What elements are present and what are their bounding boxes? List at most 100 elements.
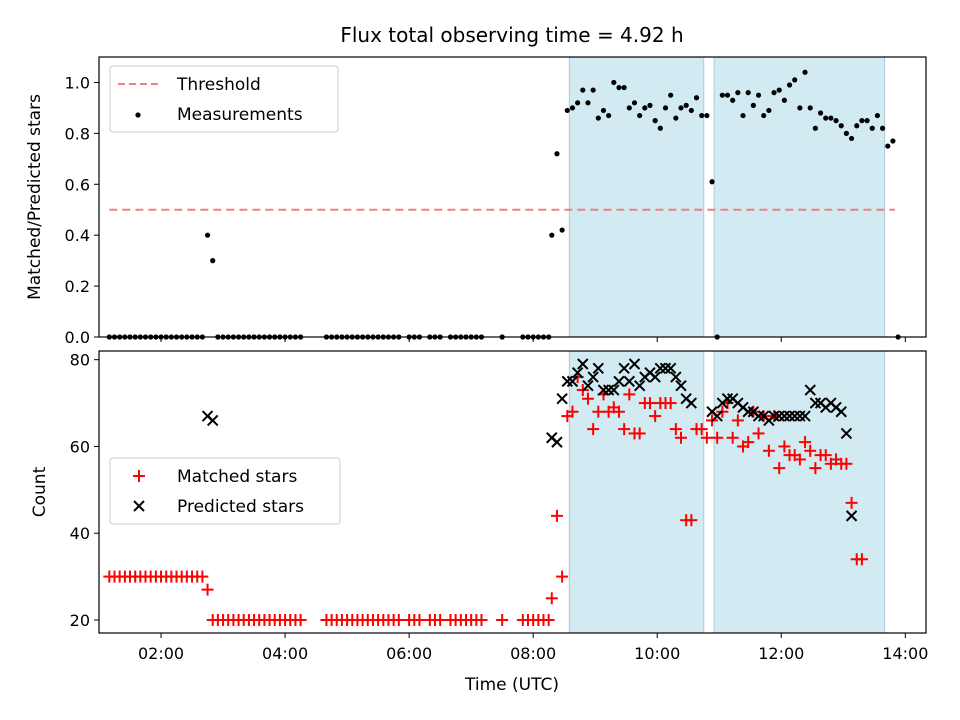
measurement-point	[621, 84, 627, 91]
measurement-point	[755, 92, 762, 98]
bottom-ytick-label: 60	[70, 437, 90, 456]
matched-star-point	[612, 405, 625, 418]
legend-predicted-swatch	[133, 500, 145, 512]
measurement-point	[781, 97, 787, 103]
predicted-star-point	[659, 362, 672, 375]
measurement-point	[750, 102, 756, 108]
measurement-point	[843, 130, 850, 136]
predicted-star-point	[628, 358, 641, 370]
predicted-star-point	[773, 410, 785, 422]
matched-star-point	[294, 613, 307, 626]
predicted-star-point	[789, 410, 801, 422]
predicted-star-point	[618, 362, 630, 375]
measurement-point	[854, 123, 860, 129]
measurement-point	[704, 112, 710, 119]
matched-star-point	[664, 397, 677, 410]
matched-star-point	[392, 613, 405, 626]
matched-star-point	[196, 570, 209, 583]
measurement-point	[600, 107, 607, 114]
matched-star-point	[840, 457, 853, 470]
x-tick-label: 10:00	[634, 644, 680, 663]
top-panel: 0.0 0.2 0.4 0.6 0.8 1.0 Matched/Predicted sta…	[25, 56, 927, 347]
measurement-point	[210, 258, 216, 264]
bottom-y-axis-label: Count	[30, 466, 50, 517]
measurement-point	[740, 112, 746, 119]
top-legend: Threshold Measurements	[109, 65, 339, 133]
top-ytick-label: 0.0	[65, 328, 90, 347]
top-ytick-label: 0.2	[65, 277, 90, 296]
predicted-star-point	[840, 427, 853, 440]
measurement-point	[874, 112, 881, 119]
measurement-point	[838, 123, 844, 129]
x-axis-label: Time (UTC)	[464, 675, 559, 695]
x-tick-label: 02:00	[138, 644, 184, 663]
x-tick-label: 14:00	[882, 644, 928, 663]
matched-star-point	[413, 613, 426, 626]
matched-star-point	[773, 462, 786, 475]
bottom-panel: 20 40 60 80 02:00 04:00 06:00 08:00 10:00 12:00 1…	[30, 350, 928, 695]
measurement-point	[786, 82, 793, 88]
predicted-star-point	[809, 397, 822, 409]
measurement-point	[678, 105, 684, 111]
predicted-star-point	[845, 510, 858, 522]
measurement-point	[823, 115, 829, 121]
predicted-star-point	[752, 410, 765, 422]
predicted-star-point	[582, 380, 594, 392]
legend-measurements-swatch	[135, 112, 141, 118]
measurement-point	[652, 118, 658, 124]
measurement-point	[699, 112, 705, 119]
measurement-point	[833, 118, 839, 124]
predicted-star-point	[783, 410, 796, 422]
bottom-ytick-label: 80	[70, 351, 90, 370]
legend-threshold-label: Threshold	[176, 75, 261, 95]
predicted-star-point	[587, 371, 599, 383]
chart-title: Flux total observing time = 4.92 h	[340, 23, 683, 47]
measurement-point	[642, 105, 648, 111]
matched-star-point	[581, 392, 594, 405]
predicted-star-point	[778, 410, 791, 422]
measurement-point	[879, 125, 886, 131]
matched-star-point	[669, 423, 682, 436]
matched-star-point	[711, 431, 724, 444]
top-ytick-label: 0.8	[65, 124, 90, 143]
x-tick-label: 12:00	[758, 644, 804, 663]
measurement-point	[554, 151, 560, 157]
x-tick-label: 04:00	[262, 644, 308, 663]
measurement-point	[848, 135, 855, 142]
predicted-star-point	[207, 414, 219, 427]
measurement-point	[745, 90, 751, 96]
predicted-star-point	[742, 406, 754, 418]
measurement-point	[735, 90, 741, 96]
predicted-star-point	[664, 362, 677, 375]
predicted-star-point	[804, 384, 816, 396]
matched-star-point	[752, 427, 765, 440]
measurement-point	[569, 105, 576, 111]
measurement-point	[807, 105, 813, 111]
predicted-star-point	[721, 393, 734, 405]
matched-star-point	[799, 436, 812, 449]
predicted-star-point	[670, 371, 682, 383]
predicted-star-point	[654, 362, 667, 375]
matched-star-point	[618, 423, 631, 436]
bottom-ytick-label: 40	[70, 524, 90, 543]
measurement-point	[802, 69, 808, 75]
top-observing-window	[568, 56, 705, 338]
measurement-point	[559, 227, 565, 233]
matched-star-point	[855, 553, 868, 566]
predicted-star-point	[608, 384, 620, 396]
predicted-star-point	[561, 375, 573, 388]
top-observing-window	[713, 56, 886, 338]
matched-star-point	[566, 405, 579, 418]
measurement-point	[580, 87, 586, 93]
measurement-point	[616, 84, 622, 91]
matched-star-point	[731, 414, 744, 427]
x-tick-label: 08:00	[510, 644, 556, 663]
measurement-point	[792, 77, 798, 83]
matched-star-point	[542, 613, 555, 626]
predicted-star-point	[602, 384, 615, 396]
predicted-star-point	[799, 410, 811, 422]
matched-star-point	[649, 410, 662, 423]
measurement-point	[647, 102, 653, 108]
matched-star-point	[700, 431, 713, 444]
matched-star-point	[556, 570, 569, 583]
